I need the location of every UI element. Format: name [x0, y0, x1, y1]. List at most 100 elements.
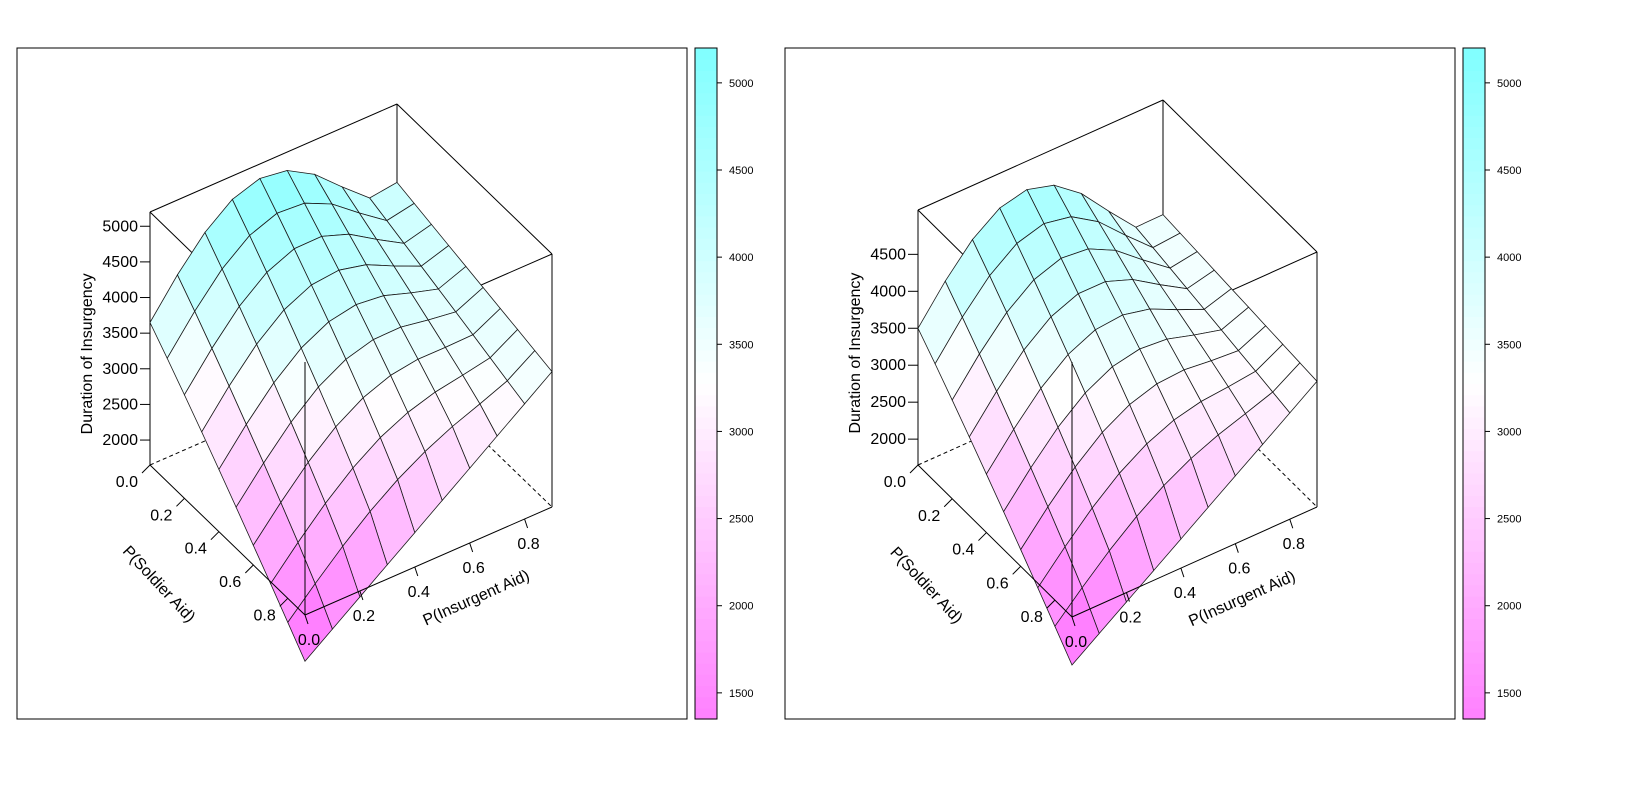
y-tick: [978, 532, 987, 541]
colorkey-band: [1463, 294, 1485, 306]
colorkey-tick-label: 3000: [729, 426, 753, 438]
colorkey-band: [695, 607, 717, 619]
x-tick: [304, 614, 309, 625]
colorkey-band: [695, 249, 717, 262]
panel-frame: [16, 47, 688, 720]
colorkey-band: [1463, 182, 1485, 194]
colorkey-band: [695, 696, 717, 709]
colorkey-band: [695, 394, 717, 407]
colorkey-band: [1463, 707, 1485, 720]
colorkey-band: [695, 159, 717, 172]
colorkey-frame: [694, 47, 718, 720]
z-tick-label: 2000: [870, 431, 906, 448]
x-tick: [414, 566, 419, 577]
colorkey-band: [695, 506, 717, 519]
colorkey-band: [1463, 562, 1485, 575]
colorkey-band: [1463, 629, 1485, 642]
colorkey-band: [695, 305, 717, 317]
y-tick-label: 0.6: [986, 575, 1008, 592]
colorkey-band: [695, 640, 717, 653]
colorkey-band: [695, 417, 717, 429]
colorkey-band: [695, 182, 717, 194]
colorkey-band: [1463, 159, 1485, 172]
colorkey-band: [1463, 495, 1485, 508]
x-tick: [1234, 543, 1239, 553]
colorkey-band: [695, 338, 717, 351]
colorkey-band: [1463, 226, 1485, 239]
colorkey-band: [695, 204, 717, 217]
colorkey-band: [1463, 607, 1485, 619]
colorkey-band: [695, 540, 717, 552]
x-tick-label: 0.4: [1174, 585, 1196, 602]
colorkey-frame: [1462, 47, 1486, 720]
colorkey-band: [1463, 305, 1485, 317]
x-tick: [1125, 592, 1130, 602]
colorkey-band: [695, 171, 717, 183]
colorkey-tick-label: 2500: [1497, 514, 1521, 526]
z-tick-label: 4500: [102, 254, 138, 271]
colorkey-band: [695, 226, 717, 239]
colorkey-band: [695, 81, 717, 94]
colorkey-band: [695, 461, 717, 474]
box-edge: [304, 506, 553, 616]
y-tick: [141, 464, 151, 474]
colorkey-band: [1463, 696, 1485, 709]
colorkey-band: [1463, 171, 1485, 183]
colorkey-band: [1463, 595, 1485, 608]
colorkey-band: [695, 372, 717, 385]
colorkey-band: [1463, 193, 1485, 206]
x-tick-label: 0.2: [353, 608, 375, 625]
colorkey-band: [1463, 439, 1485, 452]
colorkey-band: [1463, 584, 1485, 597]
colorkey-band: [1463, 506, 1485, 519]
colorkey-band: [1463, 338, 1485, 351]
colorkey-band: [695, 148, 717, 161]
colorkey-band: [695, 383, 717, 396]
colorkey-band: [695, 495, 717, 508]
colorkey-band: [1463, 405, 1485, 418]
y-tick-label: 0.8: [1021, 609, 1043, 626]
colorkey-tick-label: 3500: [729, 339, 753, 351]
colorkey-band: [695, 126, 717, 139]
x-tick: [524, 518, 529, 529]
x-tick-label: 0.0: [1065, 634, 1087, 651]
colorkey-band: [1463, 417, 1485, 429]
colorkey-tick-label: 1500: [1497, 688, 1521, 700]
colorkey-band: [1463, 428, 1485, 441]
box-edge: [917, 99, 1164, 211]
colorkey-band: [695, 405, 717, 418]
colorkey-band: [1463, 640, 1485, 653]
colorkey-band: [695, 48, 717, 60]
colorkey-band: [1463, 92, 1485, 105]
panel-frame: [784, 47, 1456, 720]
colorkey-band: [695, 484, 717, 496]
y-tick-label: 0.6: [219, 574, 241, 591]
colorkey-band: [1463, 528, 1485, 541]
colorkey-band: [1463, 349, 1485, 362]
colorkey-band: [1463, 461, 1485, 474]
colorkey-band: [695, 584, 717, 597]
colorkey-band: [1463, 148, 1485, 161]
surface-facet: [287, 582, 333, 663]
colorkey-band: [695, 528, 717, 541]
y-tick-label: 0.2: [150, 507, 172, 524]
y-tick: [176, 497, 185, 507]
colorkey-band: [695, 115, 717, 127]
y-tick-label: 0.4: [952, 542, 974, 559]
colorkey-tick-label: 2500: [729, 514, 753, 526]
colorkey-band: [695, 618, 717, 631]
colorkey-band: [695, 70, 717, 83]
colorkey-band: [695, 551, 717, 564]
colorkey-band: [695, 294, 717, 306]
y-tick: [210, 531, 220, 541]
z-tick-label: 3500: [870, 320, 906, 337]
colorkey-tick-label: 4500: [729, 165, 753, 177]
y-tick-label: 0.0: [116, 474, 138, 491]
colorkey-band: [695, 707, 717, 720]
colorkey-band: [695, 595, 717, 608]
colorkey-band: [1463, 472, 1485, 485]
y-tick: [244, 564, 254, 574]
colorkey-band: [695, 103, 717, 116]
colorkey-tick-label: 5000: [729, 78, 753, 90]
colorkey-band: [1463, 249, 1485, 262]
